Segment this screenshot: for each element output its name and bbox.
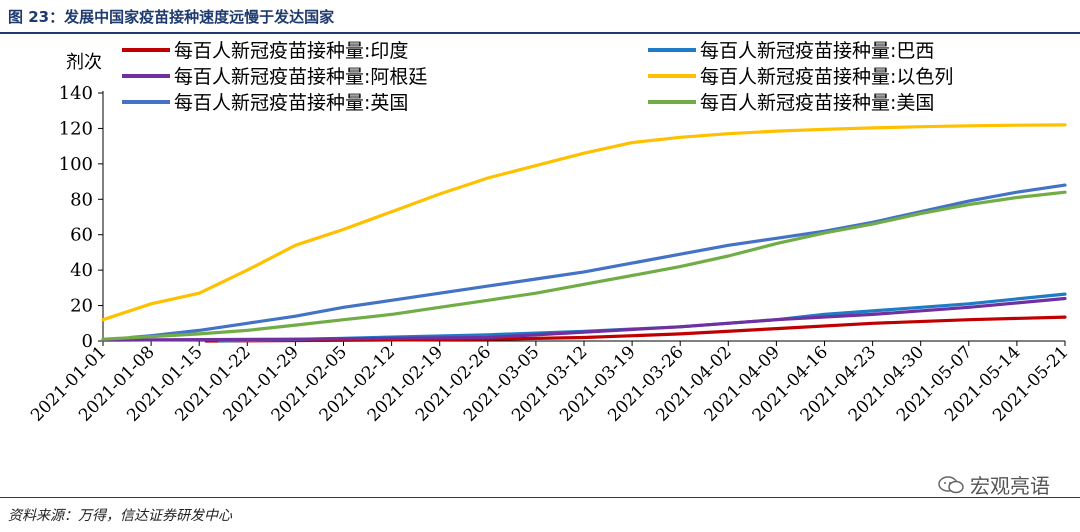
series-line-5 (128, 183, 1067, 340)
legend-label: 每百人新冠疫苗接种量:以色列 (700, 66, 953, 88)
figure-title: 图 23：发展中国家疫苗接种速度远慢于发达国家 (8, 8, 335, 26)
y-tick-label: 60 (70, 225, 93, 246)
title-rule (0, 32, 1080, 34)
line-chart: 每百人新冠疫苗接种量:印度 每百人新冠疫苗接种量:巴西每百人新冠疫苗接种量:阿根廷… (27, 40, 1072, 426)
legend-label: 每百人新冠疫苗接种量:巴西 (700, 40, 934, 62)
chart-plot-area (101, 123, 1067, 343)
watermark-text: 宏观亮语 (970, 474, 1050, 498)
y-axis-label: 剂次 (66, 52, 102, 73)
source-note: 资料来源：万得，信达证券研发中心 (8, 508, 232, 524)
y-tick-label: 100 (59, 154, 93, 175)
series-line-6 (101, 190, 1067, 341)
watermark: 宏观亮语 (938, 470, 1050, 499)
legend-label: 每百人新冠疫苗接种量:阿根廷 (174, 66, 427, 88)
y-tick-label: 40 (70, 260, 93, 281)
legend-label: 每百人新冠疫苗接种量:印度 (174, 40, 408, 62)
y-tick-label: 120 (59, 118, 93, 139)
series-line-3 (101, 296, 1067, 342)
legend-label: 每百人新冠疫苗接种量:英国 (174, 92, 408, 114)
wechat-icon (938, 475, 964, 493)
series-line-4 (101, 123, 1067, 322)
bottom-rule (0, 497, 1080, 498)
y-tick-label: 0 (82, 331, 93, 352)
legend-label: 每百人新冠疫苗接种量:美国 (700, 92, 934, 114)
y-tick-label: 140 (59, 83, 93, 104)
y-tick-label: 20 (70, 296, 93, 317)
y-tick-label: 80 (70, 189, 93, 210)
chart-legend: 每百人新冠疫苗接种量:印度 每百人新冠疫苗接种量:巴西每百人新冠疫苗接种量:阿根廷… (122, 40, 953, 114)
